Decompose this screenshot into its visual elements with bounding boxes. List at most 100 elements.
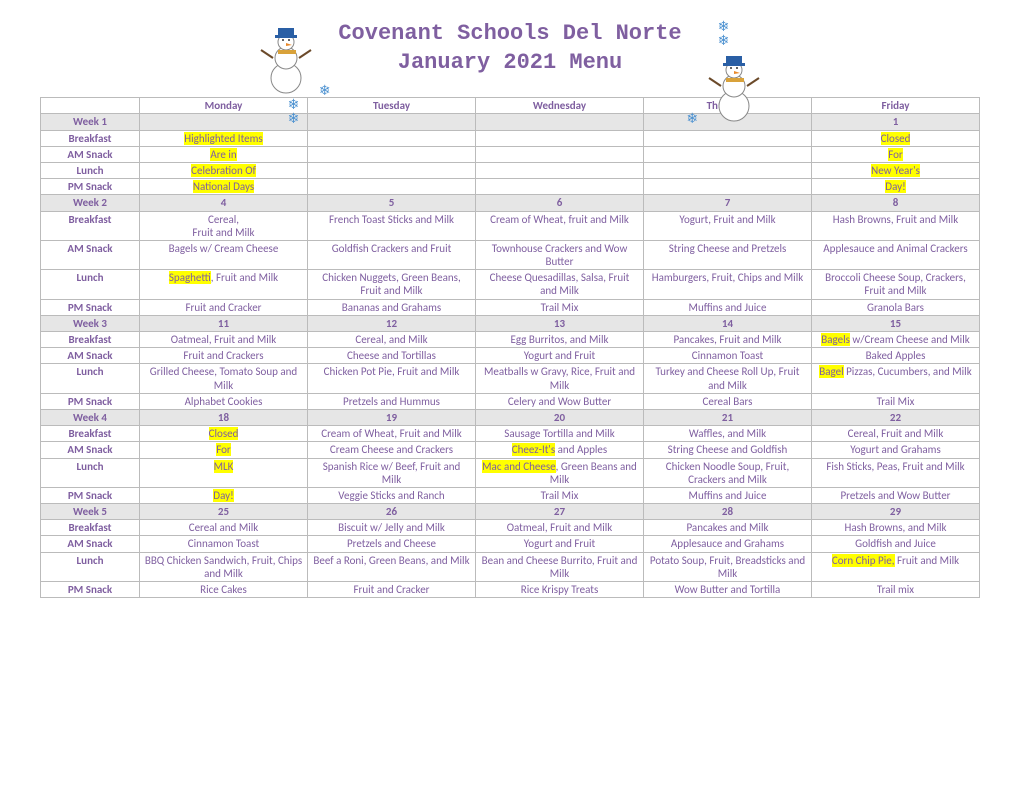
meal-cell: Waffles, and Milk (644, 426, 812, 442)
meal-cell: Oatmeal, Fruit and Milk (140, 332, 308, 348)
meal-cell: Cereal and Milk (140, 520, 308, 536)
week-row: Week 41819202122 (41, 409, 980, 425)
meal-row: PM SnackDay!Veggie Sticks and RanchTrail… (41, 487, 980, 503)
meal-cell: Fruit and Crackers (140, 348, 308, 364)
date-cell: 7 (644, 195, 812, 211)
meal-label: PM Snack (41, 487, 140, 503)
meal-cell: Yogurt and Fruit (476, 536, 644, 552)
header-day: Monday (140, 98, 308, 114)
date-cell (308, 114, 476, 130)
meal-cell: Trail mix (812, 582, 980, 598)
meal-cell: Chicken Nuggets, Green Beans, Fruit and … (308, 270, 476, 299)
meal-cell: Baked Apples (812, 348, 980, 364)
menu-table: Monday Tuesday Wednesday Thursday Friday… (40, 97, 980, 598)
week-label: Week 4 (41, 409, 140, 425)
meal-cell: Bagel Pizzas, Cucumbers, and Milk (812, 364, 980, 393)
meal-cell: Rice Cakes (140, 582, 308, 598)
meal-cell: Applesauce and Grahams (644, 536, 812, 552)
meal-row: AM SnackForCream Cheese and CrackersChee… (41, 442, 980, 458)
meal-cell: Wow Butter and Tortilla (644, 582, 812, 598)
meal-cell: Fish Sticks, Peas, Fruit and Milk (812, 458, 980, 487)
snowman-right-image: ❄❄❄ (680, 20, 770, 100)
date-cell: 18 (140, 409, 308, 425)
date-cell: 11 (140, 315, 308, 331)
meal-cell: Cereal, and Milk (308, 332, 476, 348)
meal-cell: Muffins and Juice (644, 487, 812, 503)
meal-row: AM SnackFruit and CrackersCheese and Tor… (41, 348, 980, 364)
meal-label: AM Snack (41, 146, 140, 162)
date-cell: 20 (476, 409, 644, 425)
meal-cell (476, 162, 644, 178)
header-blank (41, 98, 140, 114)
meal-row: BreakfastHighlighted ItemsClosed (41, 130, 980, 146)
meal-cell: Bananas and Grahams (308, 299, 476, 315)
meal-cell: Yogurt and Fruit (476, 348, 644, 364)
meal-label: AM Snack (41, 240, 140, 269)
meal-cell: Turkey and Cheese Roll Up, Fruit and Mil… (644, 364, 812, 393)
date-cell: 21 (644, 409, 812, 425)
date-cell: 12 (308, 315, 476, 331)
meal-cell: Closed (140, 426, 308, 442)
meal-cell: National Days (140, 179, 308, 195)
page-title: Covenant Schools Del NorteJanuary 2021 M… (338, 20, 681, 77)
header-day: Wednesday (476, 98, 644, 114)
week-label: Week 5 (41, 504, 140, 520)
meal-row: PM SnackAlphabet CookiesPretzels and Hum… (41, 393, 980, 409)
meal-cell: Potato Soup, Fruit, Breadsticks and Milk (644, 552, 812, 581)
page-header: ❄❄❄ ❄❄❄ Covenant Schools Del NorteJanuar… (40, 20, 980, 77)
meal-cell (476, 130, 644, 146)
meal-label: Breakfast (41, 520, 140, 536)
meal-cell: Bagels w/Cream Cheese and Milk (812, 332, 980, 348)
meal-cell: Pretzels and Hummus (308, 393, 476, 409)
date-cell: 8 (812, 195, 980, 211)
meal-cell: Mac and Cheese, Green Beans and Milk (476, 458, 644, 487)
meal-label: AM Snack (41, 442, 140, 458)
meal-label: Lunch (41, 162, 140, 178)
meal-cell: Highlighted Items (140, 130, 308, 146)
meal-label: Lunch (41, 552, 140, 581)
meal-cell: Closed (812, 130, 980, 146)
meal-cell: Are in (140, 146, 308, 162)
meal-cell: Beef a Roni, Green Beans, and Milk (308, 552, 476, 581)
date-cell: 26 (308, 504, 476, 520)
meal-cell: Broccoli Cheese Soup, Crackers, Fruit an… (812, 270, 980, 299)
date-cell: 14 (644, 315, 812, 331)
meal-label: PM Snack (41, 179, 140, 195)
meal-label: Lunch (41, 364, 140, 393)
meal-cell (644, 179, 812, 195)
date-cell: 29 (812, 504, 980, 520)
meal-cell: Bagels w/ Cream Cheese (140, 240, 308, 269)
meal-row: LunchSpaghetti, Fruit and MilkChicken Nu… (41, 270, 980, 299)
meal-cell: Meatballs w Gravy, Rice, Fruit and Milk (476, 364, 644, 393)
meal-cell: Cinnamon Toast (644, 348, 812, 364)
meal-cell: Fruit and Cracker (308, 582, 476, 598)
meal-label: Lunch (41, 458, 140, 487)
meal-cell: Hamburgers, Fruit, Chips and Milk (644, 270, 812, 299)
meal-label: Lunch (41, 270, 140, 299)
meal-cell: Pancakes and Milk (644, 520, 812, 536)
meal-cell: Trail Mix (476, 487, 644, 503)
meal-label: Breakfast (41, 426, 140, 442)
meal-row: BreakfastClosedCream of Wheat, Fruit and… (41, 426, 980, 442)
date-cell: 22 (812, 409, 980, 425)
meal-cell: Goldfish and Juice (812, 536, 980, 552)
meal-cell: Hash Browns, and Milk (812, 520, 980, 536)
meal-cell: French Toast Sticks and Milk (308, 211, 476, 240)
meal-row: BreakfastCereal,Fruit and MilkFrench Toa… (41, 211, 980, 240)
meal-cell: Day! (140, 487, 308, 503)
meal-cell: Pancakes, Fruit and Milk (644, 332, 812, 348)
meal-label: PM Snack (41, 393, 140, 409)
week-row: Week 52526272829 (41, 504, 980, 520)
snowman-left-image: ❄❄❄ (250, 20, 340, 100)
meal-row: LunchCelebration OfNew Year's (41, 162, 980, 178)
meal-label: AM Snack (41, 536, 140, 552)
header-day: Friday (812, 98, 980, 114)
meal-label: Breakfast (41, 211, 140, 240)
meal-label: Breakfast (41, 332, 140, 348)
week-label: Week 3 (41, 315, 140, 331)
meal-cell: Chicken Pot Pie, Fruit and Milk (308, 364, 476, 393)
week-label: Week 1 (41, 114, 140, 130)
date-cell: 4 (140, 195, 308, 211)
meal-cell (308, 162, 476, 178)
date-cell (476, 114, 644, 130)
